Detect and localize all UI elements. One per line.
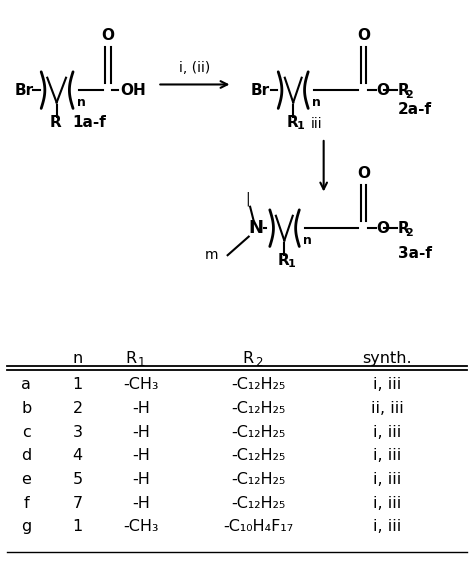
Text: i, iii: i, iii bbox=[373, 424, 401, 440]
Text: 1: 1 bbox=[73, 377, 83, 392]
Text: -H: -H bbox=[132, 448, 150, 463]
Text: -C₁₀H₄F₁₇: -C₁₀H₄F₁₇ bbox=[223, 519, 293, 534]
Text: i, iii: i, iii bbox=[373, 496, 401, 510]
Text: 1: 1 bbox=[138, 356, 146, 369]
Text: 2a-f: 2a-f bbox=[398, 102, 432, 117]
Text: R: R bbox=[398, 83, 410, 98]
Text: i, (ii): i, (ii) bbox=[179, 60, 210, 75]
Text: i, iii: i, iii bbox=[373, 519, 401, 534]
Text: f: f bbox=[23, 496, 29, 510]
Text: -C₁₂H₂₅: -C₁₂H₂₅ bbox=[231, 377, 285, 392]
Text: iii: iii bbox=[311, 117, 323, 131]
Text: R: R bbox=[242, 352, 254, 366]
Text: n: n bbox=[312, 96, 321, 109]
Text: b: b bbox=[21, 401, 31, 416]
Text: 2: 2 bbox=[406, 228, 413, 238]
Text: R: R bbox=[125, 352, 137, 366]
Text: -H: -H bbox=[132, 496, 150, 510]
Text: 1: 1 bbox=[288, 259, 296, 269]
Text: synth.: synth. bbox=[362, 352, 412, 366]
Text: R: R bbox=[277, 253, 289, 269]
Text: O: O bbox=[377, 83, 390, 98]
Text: 1a-f: 1a-f bbox=[73, 116, 106, 130]
Text: 7: 7 bbox=[73, 496, 83, 510]
Text: 1: 1 bbox=[297, 121, 305, 131]
Text: Br: Br bbox=[251, 83, 270, 98]
Text: -H: -H bbox=[132, 401, 150, 416]
Text: i, iii: i, iii bbox=[373, 472, 401, 487]
Text: e: e bbox=[21, 472, 31, 487]
Text: a: a bbox=[21, 377, 31, 392]
Text: R: R bbox=[286, 116, 298, 130]
Text: n: n bbox=[73, 352, 83, 366]
Text: n: n bbox=[303, 234, 312, 247]
Text: R: R bbox=[398, 221, 410, 236]
Text: 2: 2 bbox=[73, 401, 83, 416]
Text: O: O bbox=[377, 221, 390, 236]
Text: -C₁₂H₂₅: -C₁₂H₂₅ bbox=[231, 424, 285, 440]
Text: 2: 2 bbox=[406, 90, 413, 100]
Text: c: c bbox=[22, 424, 31, 440]
Text: N: N bbox=[248, 219, 263, 237]
Text: g: g bbox=[21, 519, 31, 534]
Text: -C₁₂H₂₅: -C₁₂H₂₅ bbox=[231, 401, 285, 416]
Text: -C₁₂H₂₅: -C₁₂H₂₅ bbox=[231, 496, 285, 510]
Text: OH: OH bbox=[120, 83, 146, 98]
Text: 5: 5 bbox=[73, 472, 83, 487]
Text: -H: -H bbox=[132, 424, 150, 440]
Text: O: O bbox=[357, 166, 370, 182]
Text: -H: -H bbox=[132, 472, 150, 487]
Text: 2: 2 bbox=[255, 356, 263, 369]
Text: -CH₃: -CH₃ bbox=[123, 377, 159, 392]
Text: m: m bbox=[205, 248, 218, 262]
Text: -CH₃: -CH₃ bbox=[123, 519, 159, 534]
Text: R: R bbox=[50, 116, 62, 130]
Text: ii, iii: ii, iii bbox=[371, 401, 403, 416]
Text: 3: 3 bbox=[73, 424, 83, 440]
Text: Br: Br bbox=[15, 83, 34, 98]
Text: O: O bbox=[102, 28, 115, 43]
Text: -C₁₂H₂₅: -C₁₂H₂₅ bbox=[231, 472, 285, 487]
Text: d: d bbox=[21, 448, 31, 463]
Text: O: O bbox=[357, 28, 370, 43]
Text: 3a-f: 3a-f bbox=[398, 246, 432, 261]
Text: n: n bbox=[77, 96, 86, 109]
Text: |: | bbox=[245, 192, 250, 206]
Text: i, iii: i, iii bbox=[373, 377, 401, 392]
Text: -C₁₂H₂₅: -C₁₂H₂₅ bbox=[231, 448, 285, 463]
Text: i, iii: i, iii bbox=[373, 448, 401, 463]
Text: 1: 1 bbox=[73, 519, 83, 534]
Text: 4: 4 bbox=[73, 448, 83, 463]
